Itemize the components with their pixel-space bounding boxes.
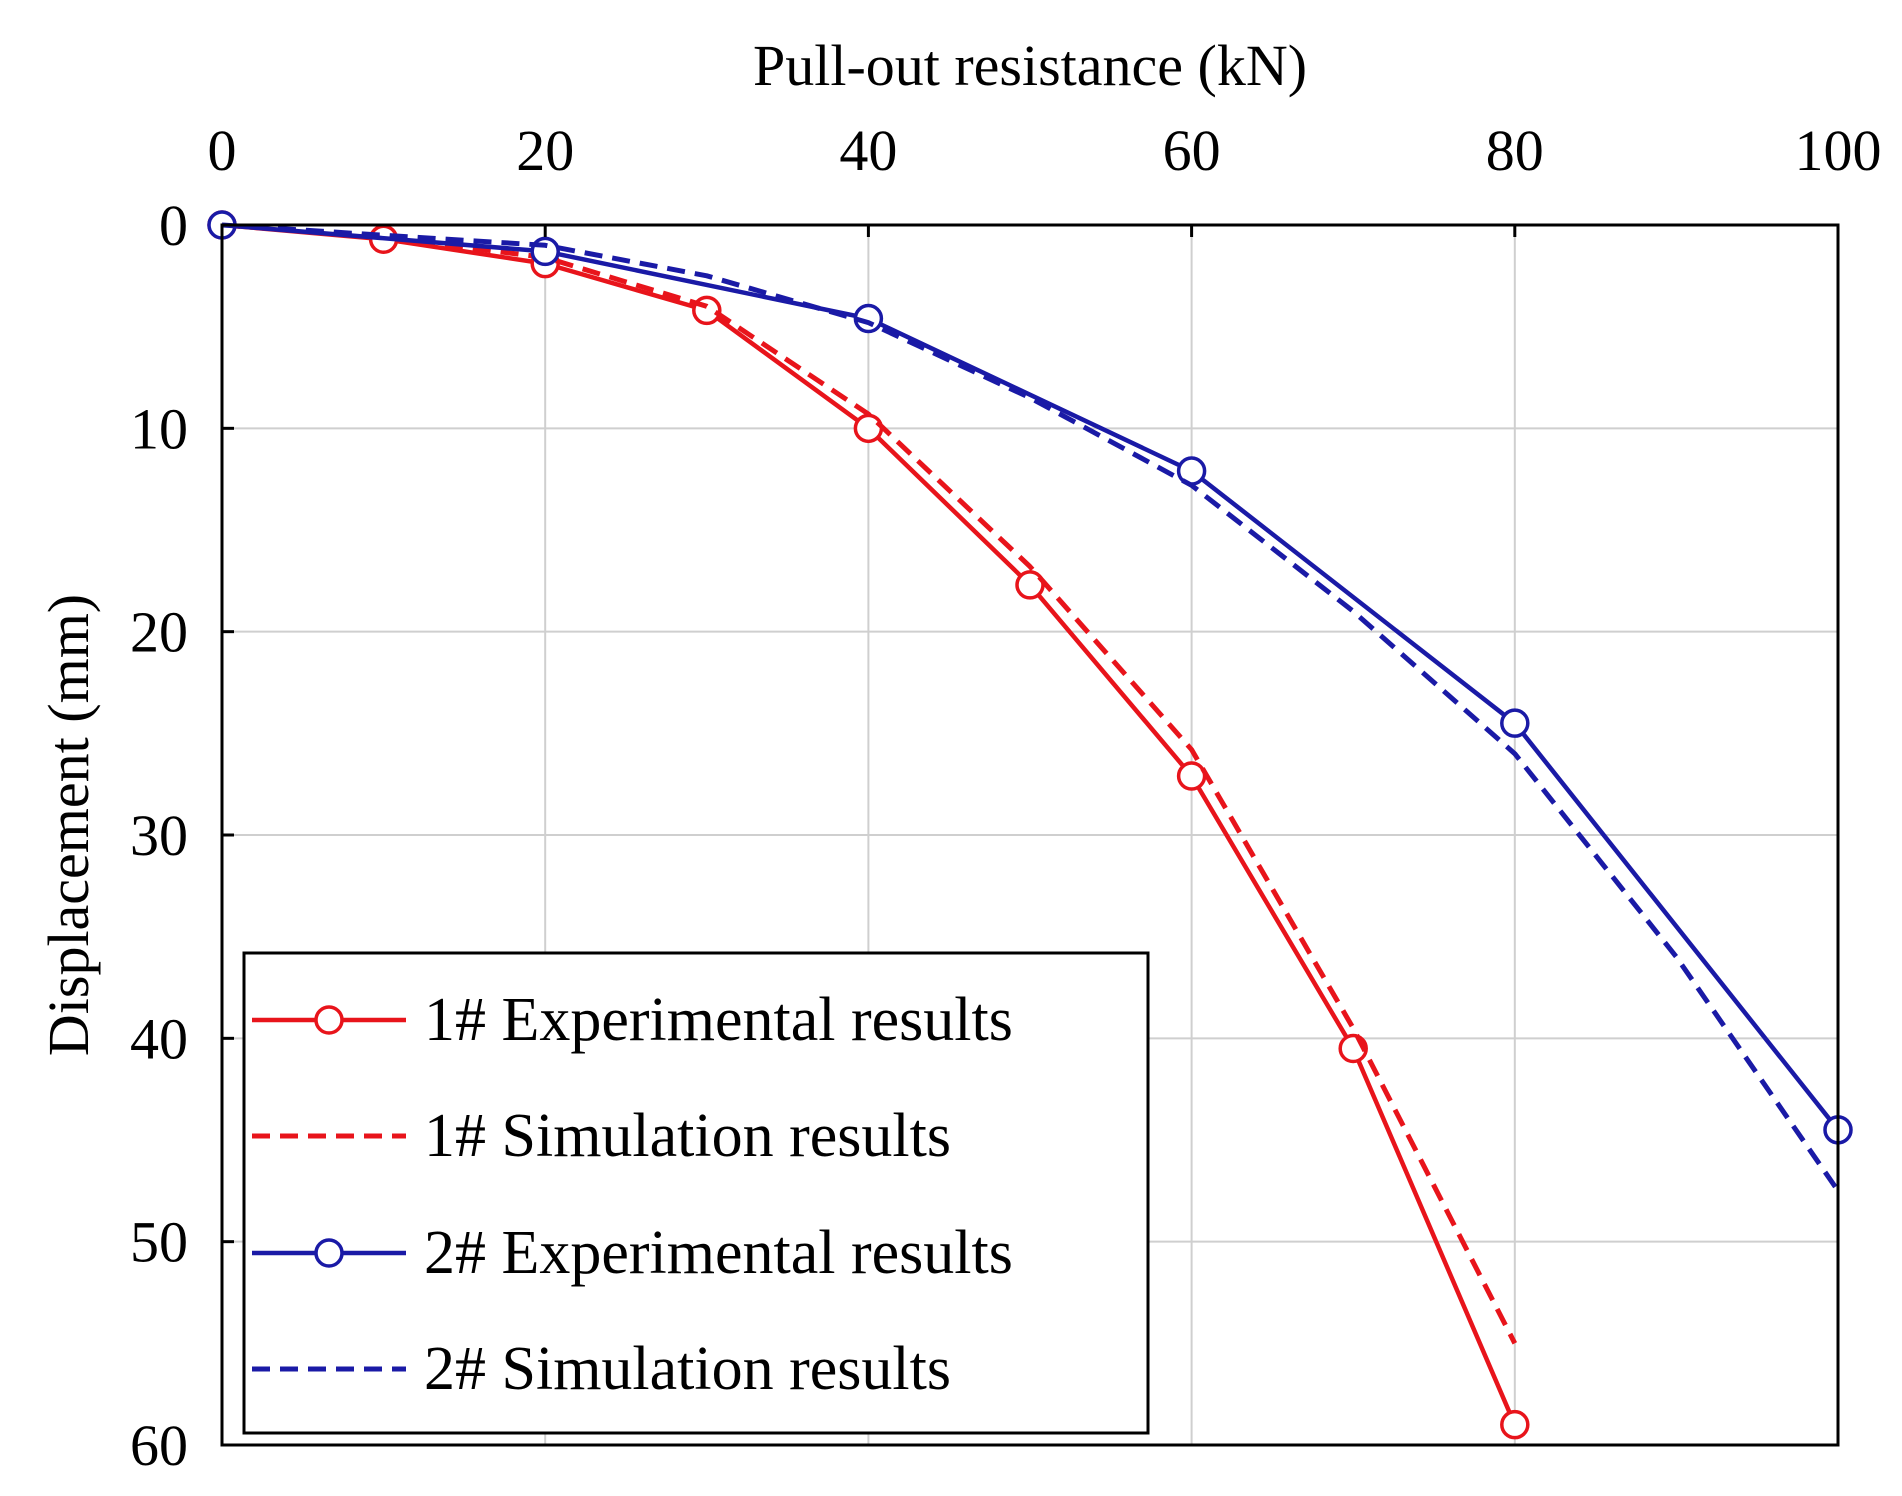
x-tick-label: 100: [1795, 118, 1882, 183]
series-1-point: [1015, 570, 1045, 600]
y-tick-label: 60: [130, 1413, 188, 1478]
legend-label-1: 1# Experimental results: [424, 986, 1013, 1054]
y-tick-label: 30: [130, 803, 188, 868]
y-tick-label: 20: [130, 600, 188, 665]
y-tick-label: 0: [159, 193, 188, 258]
series-1-point: [1500, 1409, 1530, 1440]
series-3-point: [1500, 708, 1530, 738]
y-tick-label: 50: [130, 1210, 188, 1275]
series-3-line: [221, 222, 1840, 1132]
y-tick-label: 40: [130, 1006, 188, 1071]
series-4-line: [221, 222, 1841, 1193]
series-layer: [207, 210, 1853, 1440]
y-axis-title: Displacement (mm): [36, 594, 101, 1056]
x-tick-label: 60: [1163, 118, 1221, 183]
series-2-line: [221, 222, 1518, 1345]
axis-ticks: 0 20 40 60 80 100 0 10 20 30 40 50 60: [130, 118, 1882, 1478]
legend-label-3: 2# Experimental results: [424, 1219, 1013, 1287]
x-tick-label: 80: [1486, 118, 1544, 183]
x-axis-title: Pull-out resistance (kN): [753, 33, 1307, 98]
series-1-point: [1176, 761, 1207, 791]
legend-marker-1: [314, 1005, 344, 1035]
legend-box: [242, 951, 1150, 1435]
x-tick-label: 0: [208, 118, 237, 183]
legend-label-4: 2# Simulation results: [424, 1335, 951, 1403]
series-3-point: [853, 303, 884, 334]
x-tick-label: 20: [516, 118, 574, 183]
series-1-point: [853, 413, 884, 444]
legend-label-2: 1# Simulation results: [424, 1102, 951, 1170]
x-tick-label: 40: [839, 118, 897, 183]
y-tick-label: 10: [130, 396, 188, 461]
legend-marker-3: [314, 1238, 344, 1268]
legend: 1# Experimental results 1# Simulation res…: [242, 951, 1150, 1435]
